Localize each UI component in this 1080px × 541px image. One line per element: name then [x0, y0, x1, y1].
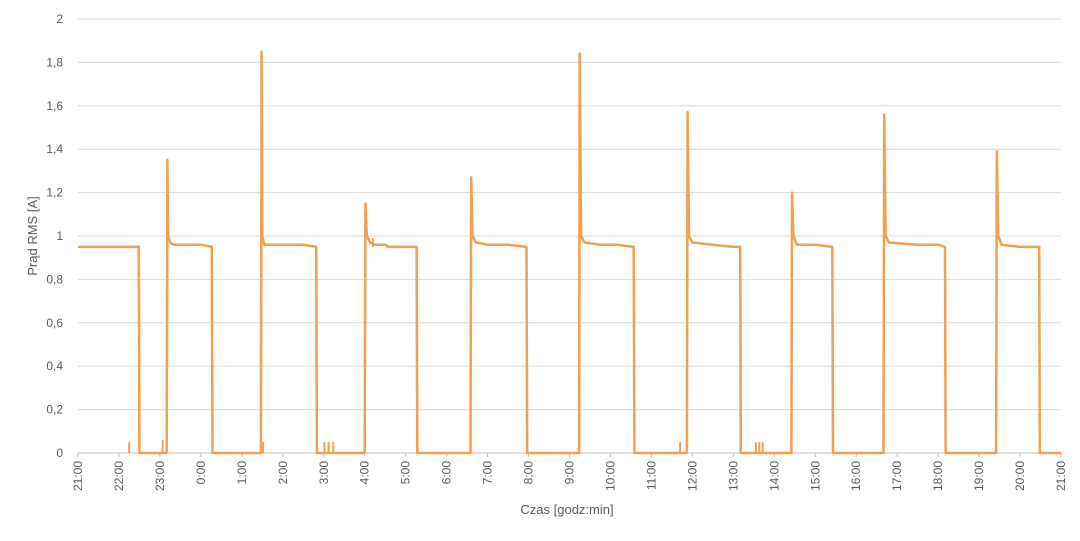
x-tick-label: 21:00 [71, 461, 85, 491]
y-tick-label: 0,4 [46, 359, 63, 373]
series-line-0 [78, 50, 1061, 455]
x-tick-label: 23:00 [153, 461, 167, 491]
x-tick-label: 7:00 [481, 461, 495, 485]
x-tick-label: 6:00 [440, 461, 454, 485]
y-tick-label: 1 [56, 229, 63, 243]
y-tick-label: 0 [56, 446, 63, 460]
x-tick-label: 13:00 [726, 461, 740, 491]
x-tick-label: 15:00 [808, 461, 822, 491]
y-tick-label: 0,8 [46, 272, 63, 286]
x-tick-label: 2:00 [276, 461, 290, 485]
x-tick-label: 1:00 [235, 461, 249, 485]
x-tick-label: 4:00 [358, 461, 372, 485]
x-tick-label: 20:00 [1013, 461, 1027, 491]
x-axis-title: Czas [godz:min] [520, 502, 613, 517]
x-tick-label: 16:00 [849, 461, 863, 491]
x-tick-label: 22:00 [112, 461, 126, 491]
y-tick-label: 0,6 [46, 316, 63, 330]
x-tick-label: 10:00 [603, 461, 617, 491]
series-layer [78, 50, 1061, 455]
x-tick-label: 18:00 [931, 461, 945, 491]
y-tick-label: 1,4 [46, 142, 63, 156]
y-axis-title: Prąd RMS [A] [25, 196, 40, 275]
y-axis-ticks: 0 0,2 0,4 0,6 0,8 1 1,2 1,4 1,6 1,8 2 [46, 12, 63, 460]
gridlines [78, 18, 1061, 454]
y-tick-label: 1,2 [46, 186, 63, 200]
x-tick-label: 8:00 [522, 461, 536, 485]
x-tick-label: 19:00 [972, 461, 986, 491]
y-tick-label: 0,2 [46, 403, 63, 417]
x-tick-label: 3:00 [317, 461, 331, 485]
x-tick-label: 5:00 [399, 461, 413, 485]
y-tick-label: 2 [56, 12, 63, 26]
x-tick-label: 11:00 [644, 461, 658, 490]
x-tick-label: 17:00 [890, 461, 904, 491]
x-tick-label: 21:00 [1054, 461, 1068, 491]
x-tick-label: 9:00 [563, 461, 577, 485]
x-tick-label: 0:00 [194, 461, 208, 485]
y-tick-label: 1,6 [46, 99, 63, 113]
y-tick-label: 1,8 [46, 55, 63, 69]
x-tick-label: 12:00 [685, 461, 699, 491]
x-tick-label: 14:00 [767, 461, 781, 491]
x-axis-ticks: 21:00 22:00 23:00 0:00 1:00 2:00 3:00 4:00 5:00 6… [71, 453, 1068, 491]
